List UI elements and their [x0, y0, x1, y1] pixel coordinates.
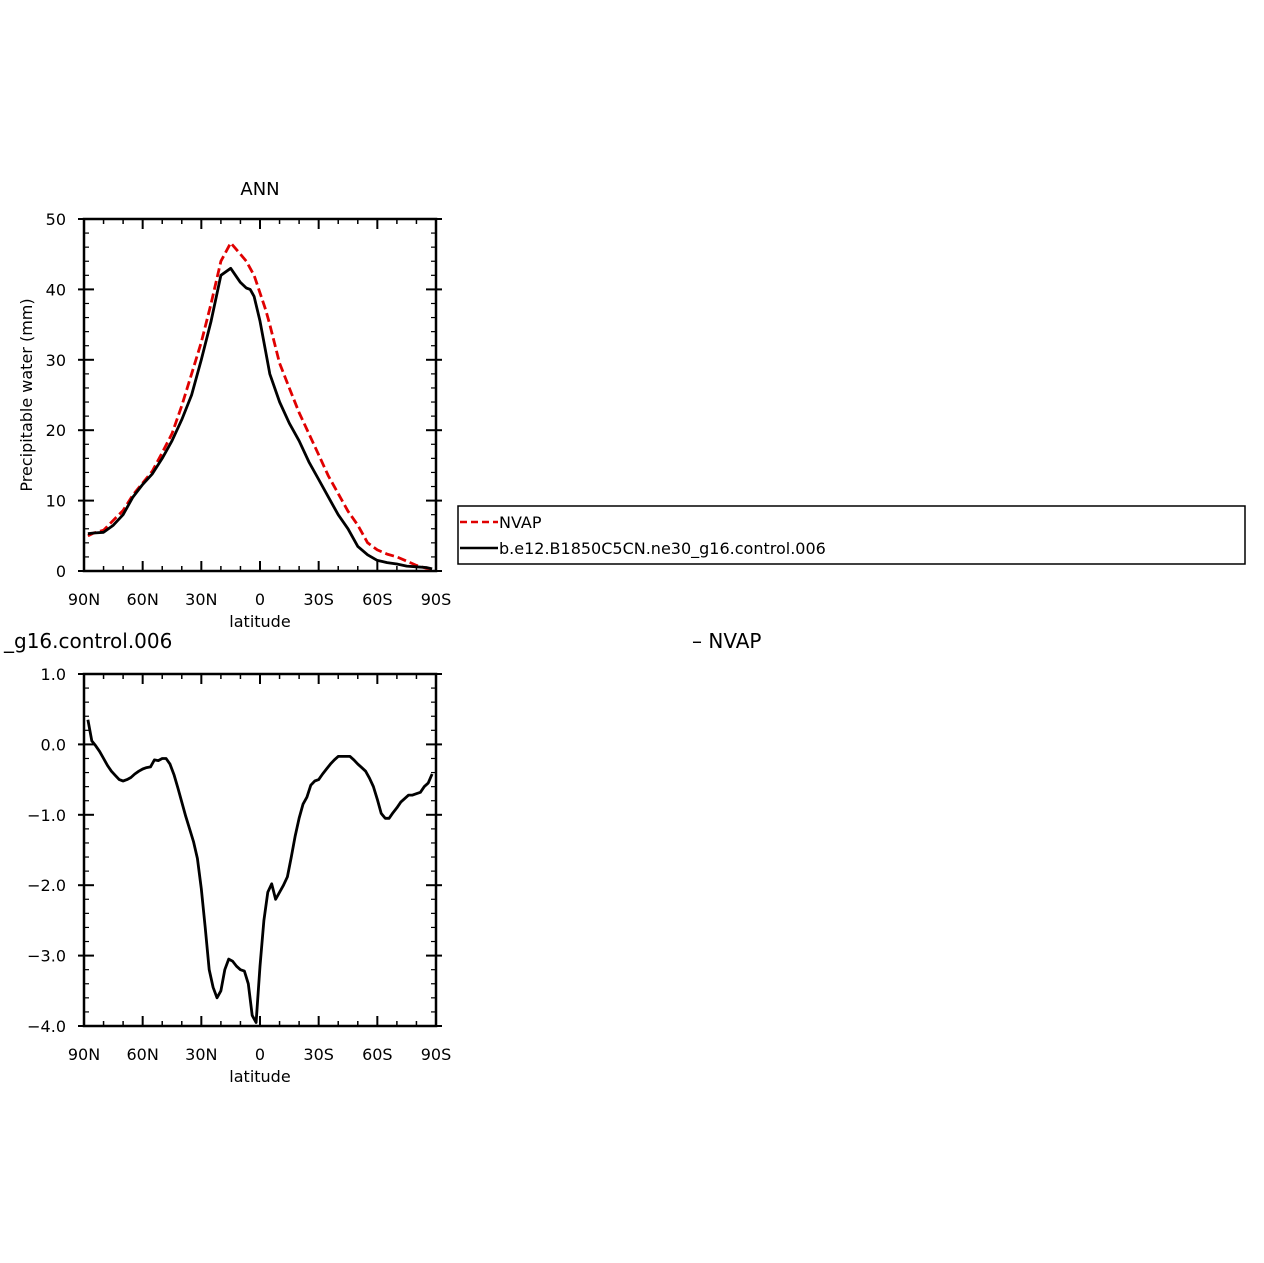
bottom-series-lines	[86, 719, 434, 1024]
top-x-tick-label: 30N	[185, 590, 217, 609]
top-y-tick-labels: 0 10 20 30 40 50	[46, 210, 66, 581]
top-x-tick-label: 90N	[68, 590, 100, 609]
top-y-tick-label: 0	[56, 562, 66, 581]
top-tick-marks	[78, 218, 442, 572]
top-y-tick-label: 10	[46, 492, 66, 511]
top-y-axis-label: Precipitable water (mm)	[17, 298, 36, 491]
top-chart-title: ANN	[240, 179, 279, 200]
bottom-chart: _g16.control.006 – NVAP 90N 60N 30N 0 30S 60S…	[0, 629, 761, 1086]
bottom-x-tick-label: 60N	[127, 1045, 159, 1064]
top-y-tick-label: 50	[46, 210, 66, 229]
top-x-tick-label: 90S	[421, 590, 452, 609]
bottom-chart-title-right: – NVAP	[692, 629, 761, 653]
legend-label-nvap: NVAP	[499, 513, 542, 532]
bottom-y-tick-label: −2.0	[27, 876, 66, 895]
bottom-y-axis-label: Precipitable water (mm)	[0, 753, 19, 946]
bottom-series-line-0	[86, 719, 434, 1024]
bottom-x-tick-label: 30N	[185, 1045, 217, 1064]
top-y-tick-label: 30	[46, 351, 66, 370]
bottom-x-tick-labels: 90N 60N 30N 0 30S 60S 90S	[68, 1045, 451, 1064]
bottom-x-axis-label: latitude	[229, 1067, 290, 1086]
top-x-tick-label: 0	[255, 590, 265, 609]
bottom-y-tick-label: −4.0	[27, 1017, 66, 1036]
top-series-line-1	[87, 266, 433, 571]
top-series-lines	[87, 241, 433, 571]
legend-box	[457, 505, 1246, 565]
top-y-tick-label: 20	[46, 421, 66, 440]
bottom-x-tick-label: 90N	[68, 1045, 100, 1064]
bottom-y-tick-label: 0.0	[41, 735, 66, 754]
bottom-y-tick-label: 1.0	[41, 665, 66, 684]
top-x-tick-label: 60N	[127, 590, 159, 609]
legend: NVAP b.e12.B1850C5CN.ne30_g16.control.00…	[457, 505, 1246, 565]
bottom-y-tick-label: −1.0	[27, 806, 66, 825]
top-x-tick-labels: 90N 60N 30N 0 30S 60S 90S	[68, 590, 451, 609]
bottom-x-tick-label: 90S	[421, 1045, 452, 1064]
top-series-line-0	[87, 241, 433, 571]
bottom-x-tick-label: 30S	[303, 1045, 334, 1064]
bottom-chart-title-left: _g16.control.006	[3, 629, 172, 653]
bottom-x-tick-label: 60S	[362, 1045, 393, 1064]
top-x-tick-label: 30S	[303, 590, 334, 609]
top-plot-frame	[82, 217, 438, 573]
bottom-y-tick-labels: 1.0 0.0 −1.0 −2.0 −3.0 −4.0	[27, 665, 66, 1036]
bottom-x-tick-label: 0	[255, 1045, 265, 1064]
top-chart: ANN 90N 60N 30N 0 30S 60S 90S 0 10 20 30 40 50 lati…	[17, 179, 451, 631]
bottom-y-tick-label: −3.0	[27, 947, 66, 966]
legend-label-model: b.e12.B1850C5CN.ne30_g16.control.006	[499, 539, 826, 559]
bottom-tick-marks	[78, 673, 442, 1027]
top-x-axis-label: latitude	[229, 612, 290, 631]
top-y-tick-label: 40	[46, 280, 66, 299]
top-x-tick-label: 60S	[362, 590, 393, 609]
